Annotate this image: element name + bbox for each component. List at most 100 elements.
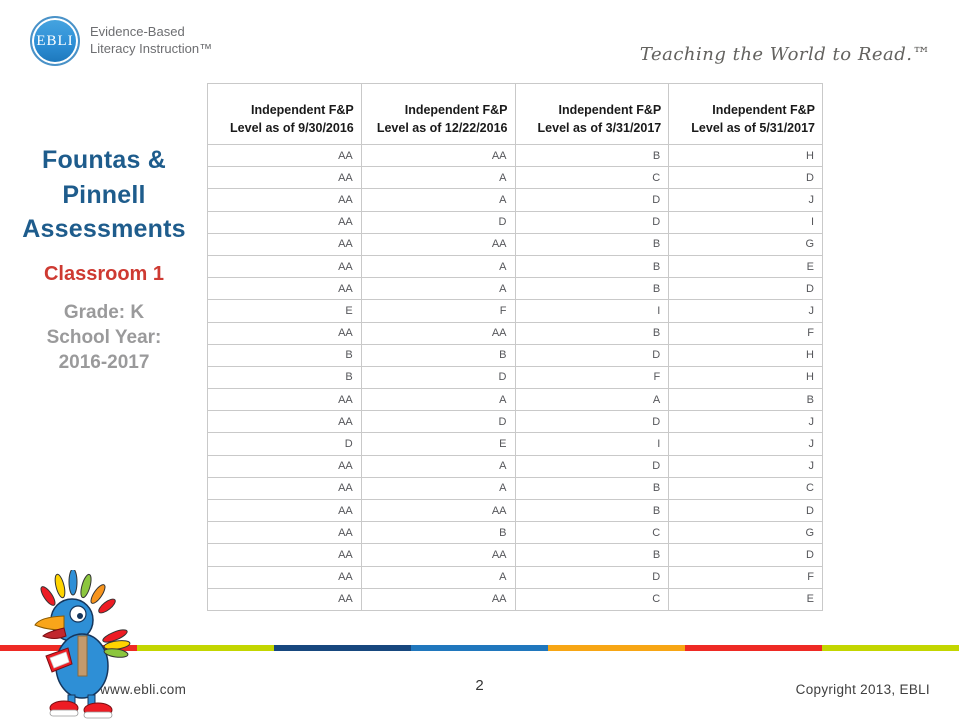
- table-cell: D: [360, 365, 516, 390]
- table-cell: A: [360, 188, 516, 212]
- table-cell: D: [514, 565, 670, 589]
- table-cell: B: [207, 343, 362, 367]
- table-cell: AA: [207, 388, 362, 412]
- table-cell: F: [668, 321, 823, 345]
- table-cell: C: [668, 476, 823, 501]
- website-url: www.ebli.com: [100, 682, 187, 697]
- table-cell: C: [514, 521, 670, 545]
- table-cell: AA: [360, 498, 516, 523]
- page-number: 2: [475, 677, 484, 694]
- table-cell: AA: [207, 476, 362, 501]
- table-cell: AA: [207, 498, 362, 523]
- table-cell: E: [668, 587, 823, 611]
- table-cell: AA: [207, 321, 362, 345]
- ebli-parrot-mascot-icon: [34, 570, 131, 719]
- classroom-label: Classroom 1: [43, 262, 165, 285]
- brand-org-line2: Literacy Instruction™: [90, 41, 213, 56]
- table-row: AA AA B D: [207, 543, 823, 567]
- table-cell: J: [668, 299, 823, 323]
- assessment-table-body: AA AA B H AA A C D AA A D J AA D D I AA AA B G AA A B E AA A B D E F I…: [207, 143, 823, 611]
- table-cell: C: [514, 166, 670, 190]
- table-cell: E: [668, 254, 823, 279]
- assessment-table-head: Independent F&P Level as of 9/30/2016 Inde…: [207, 83, 823, 145]
- table-cell: AA: [207, 543, 362, 567]
- header-row: Independent F&P Level as of 9/30/2016 Inde…: [207, 83, 823, 145]
- table-row: AA AA B F: [207, 321, 823, 345]
- brand-header: EBLI Evidence-Based Literacy Instruction…: [30, 16, 212, 66]
- table-cell: D: [514, 210, 670, 234]
- table-cell: A: [360, 254, 516, 279]
- brand-org-name: Evidence-Based Literacy Instruction™: [90, 24, 212, 58]
- stripe-segment: [137, 645, 274, 651]
- table-cell: D: [668, 498, 823, 523]
- table-cell: AA: [207, 565, 362, 589]
- table-cell: B: [207, 365, 362, 390]
- table-cell: AA: [207, 232, 362, 256]
- table-cell: D: [668, 543, 823, 567]
- table-cell: AA: [207, 210, 362, 234]
- copyright-text: Copyright 2013, EBLI: [795, 682, 930, 697]
- stripe-segment: [685, 645, 822, 651]
- table-cell: AA: [207, 188, 362, 212]
- stripe-segment: [274, 645, 411, 651]
- table-cell: B: [514, 321, 670, 345]
- table-cell: D: [668, 166, 823, 190]
- table-cell: D: [360, 410, 516, 434]
- table-row: AA A B C: [207, 476, 823, 501]
- slide-sidebar: Fountas & Pinnell Assessments Classroom …: [2, 143, 206, 375]
- column-header: Independent F&P Level as of 3/31/2017: [514, 83, 670, 145]
- table-cell: AA: [207, 454, 362, 478]
- table-cell: C: [514, 587, 670, 611]
- table-row: AA AA B G: [207, 232, 823, 256]
- table-cell: E: [360, 432, 516, 456]
- table-cell: AA: [360, 543, 516, 567]
- table-cell: F: [514, 365, 670, 390]
- table-cell: D: [514, 188, 670, 212]
- slide-title-line3: Assessments: [22, 215, 186, 243]
- table-cell: J: [668, 410, 823, 434]
- table-row: AA AA B H: [207, 143, 823, 168]
- grade-year-block: Grade: K School Year: 2016-2017: [2, 300, 206, 375]
- column-header: Independent F&P Level as of 9/30/2016: [207, 83, 362, 145]
- table-cell: D: [668, 277, 823, 301]
- table-cell: F: [360, 299, 516, 323]
- brand-org-line1: Evidence-Based: [90, 24, 185, 40]
- table-row: AA A D J: [207, 454, 823, 478]
- table-row: AA D D I: [207, 210, 823, 234]
- slide-title: Fountas & Pinnell Assessments: [2, 143, 206, 247]
- ebli-logo-icon: EBLI: [30, 16, 80, 66]
- school-year-label: School Year:: [46, 326, 162, 348]
- grade-label: Grade: K: [63, 301, 145, 323]
- table-cell: I: [514, 299, 670, 323]
- table-cell: B: [360, 343, 516, 367]
- table-cell: B: [514, 232, 670, 256]
- table-cell: D: [514, 454, 670, 478]
- table-cell: I: [514, 432, 670, 456]
- table-cell: AA: [207, 587, 362, 611]
- table-row: AA A B D: [207, 277, 823, 301]
- table-cell: A: [360, 388, 516, 412]
- table-row: AA A D J: [207, 188, 823, 212]
- table-cell: AA: [207, 410, 362, 434]
- table-cell: B: [514, 254, 670, 279]
- table-row: AA AA B D: [207, 498, 823, 523]
- table-cell: J: [668, 432, 823, 456]
- school-year-value: 2016-2017: [58, 351, 150, 373]
- stripe-segment: [411, 645, 548, 651]
- table-cell: AA: [360, 143, 516, 168]
- table-cell: AA: [207, 521, 362, 545]
- table-cell: E: [207, 299, 362, 323]
- table-row: AA B C G: [207, 521, 823, 545]
- table-cell: AA: [207, 166, 362, 190]
- table-cell: D: [207, 432, 362, 456]
- table-cell: D: [360, 210, 516, 234]
- column-header: Independent F&P Level as of 12/22/2016: [360, 83, 516, 145]
- table-row: AA A C D: [207, 166, 823, 190]
- table-cell: A: [360, 277, 516, 301]
- table-cell: B: [514, 143, 670, 168]
- table-cell: F: [668, 565, 823, 589]
- table-cell: J: [668, 188, 823, 212]
